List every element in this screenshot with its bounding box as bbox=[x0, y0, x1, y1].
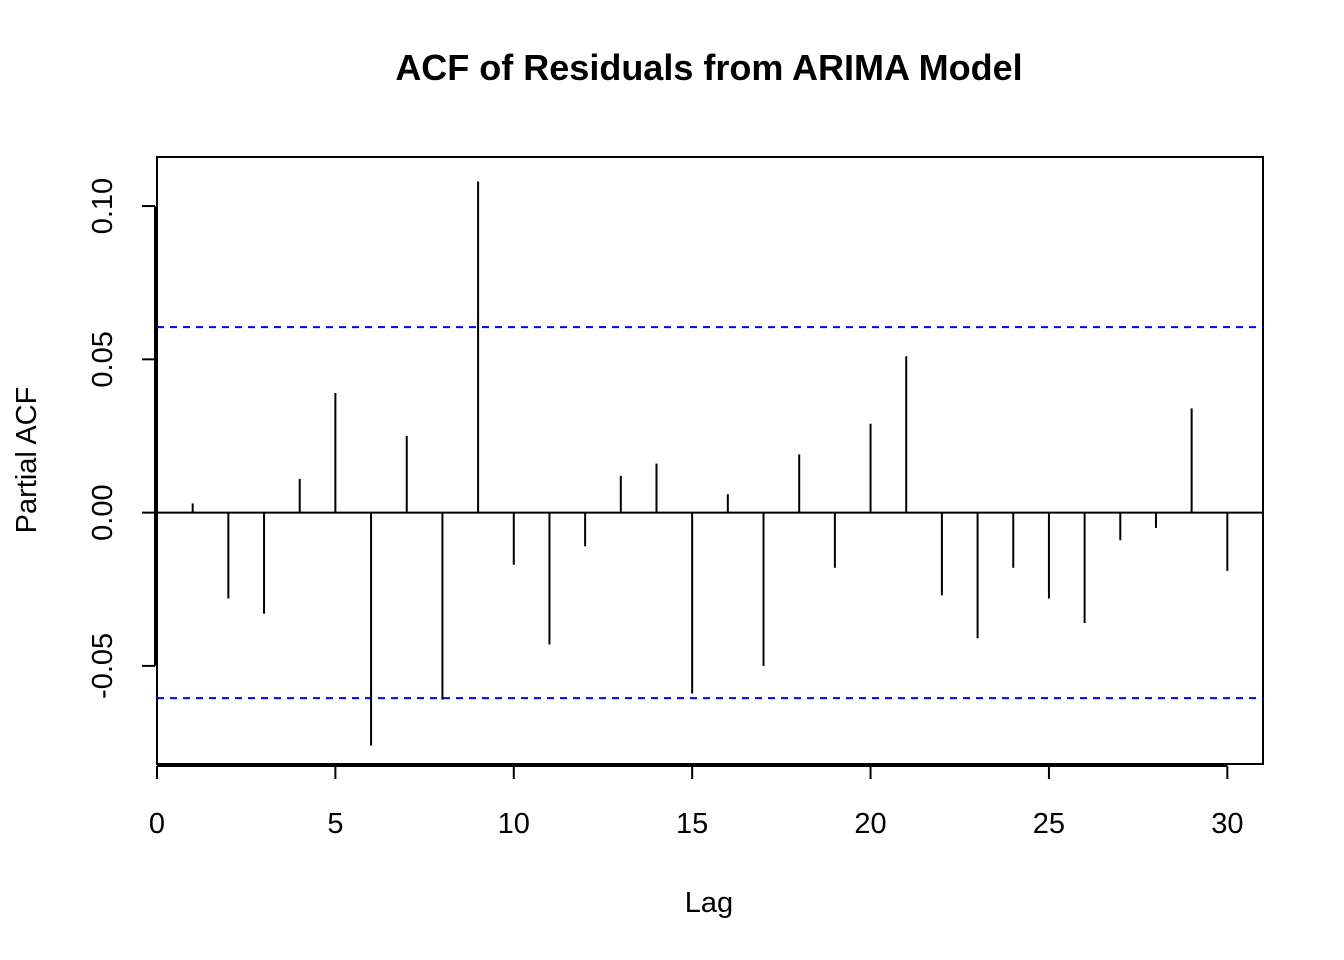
plot-frame bbox=[156, 156, 1264, 765]
x-tick-label: 20 bbox=[854, 808, 886, 840]
x-tick-label: 25 bbox=[1033, 808, 1065, 840]
y-tick-label: 0.10 bbox=[87, 178, 119, 234]
x-tick-label: 30 bbox=[1211, 808, 1243, 840]
chart-marks: 0 5 10 15 20 25 30 -0.05 0.00 0.05 0.10 bbox=[87, 178, 1263, 840]
x-tick-label: 5 bbox=[327, 808, 343, 840]
y-tick-label: 0.05 bbox=[87, 331, 119, 387]
chart-title: ACF of Residuals from ARIMA Model bbox=[395, 47, 1022, 88]
x-tick-label: 0 bbox=[149, 808, 165, 840]
x-tick-label: 10 bbox=[498, 808, 530, 840]
x-axis-label: Lag bbox=[685, 887, 733, 919]
y-tick-label: -0.05 bbox=[87, 633, 119, 699]
y-axis-label: Partial ACF bbox=[11, 387, 43, 534]
y-tick-label: 0.00 bbox=[87, 484, 119, 540]
x-tick-label: 15 bbox=[676, 808, 708, 840]
